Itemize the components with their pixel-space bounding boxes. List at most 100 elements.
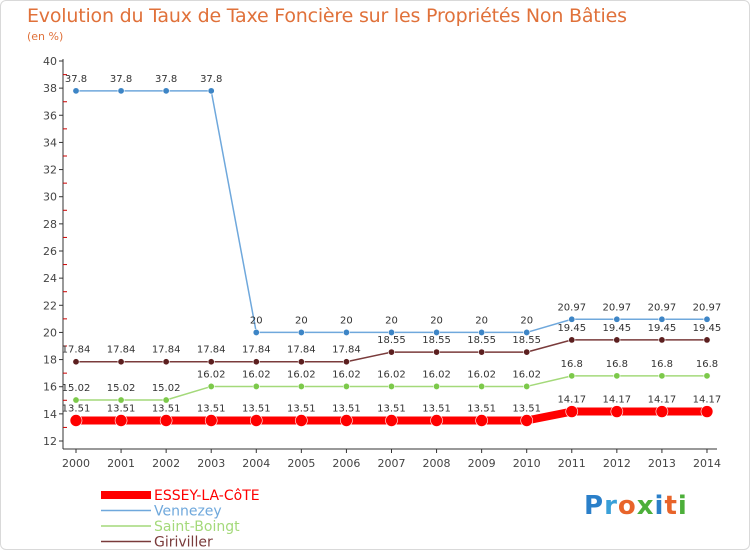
data-label: 15.02 (107, 383, 136, 394)
y-tick-label: 24 (43, 272, 57, 285)
data-label: 18.55 (422, 335, 451, 346)
data-point (430, 414, 443, 427)
x-tick-label: 2000 (62, 457, 90, 470)
proxiti-logo: Proxiti (584, 491, 688, 521)
data-point (568, 372, 576, 380)
data-point (520, 414, 534, 427)
logo-letter: o (617, 491, 637, 521)
x-tick-label: 2012 (603, 457, 631, 470)
y-tick-label: 34 (43, 136, 57, 149)
data-point (295, 414, 308, 427)
data-label: 37.8 (65, 74, 87, 85)
data-label: 20 (430, 315, 443, 326)
data-label: 13.51 (62, 404, 91, 415)
data-label: 18.55 (467, 335, 496, 346)
x-tick-label: 2014 (693, 457, 721, 470)
data-point (475, 414, 488, 427)
data-point (387, 348, 395, 356)
data-point (69, 414, 83, 427)
y-tick-label: 22 (43, 299, 57, 312)
data-label: 16.02 (197, 369, 226, 380)
data-point (204, 414, 218, 427)
data-label: 13.51 (197, 404, 226, 415)
series-line (75, 90, 708, 334)
data-label: 14.17 (648, 395, 677, 406)
data-label: 19.45 (693, 323, 722, 334)
chart-title: Evolution du Taux de Taxe Foncière sur l… (27, 5, 627, 27)
data-point (162, 396, 170, 404)
data-label: 37.8 (200, 74, 222, 85)
data-point (610, 405, 624, 418)
data-label: 20.97 (648, 302, 677, 313)
data-point (297, 358, 305, 366)
x-tick-label: 2009 (468, 457, 496, 470)
x-tick-label: 2011 (558, 457, 586, 470)
data-label: 20.97 (557, 302, 586, 313)
data-label: 19.45 (603, 323, 632, 334)
data-point (207, 358, 215, 366)
data-label: 17.84 (332, 345, 361, 356)
data-point (340, 414, 353, 427)
data-label: 20 (250, 315, 263, 326)
data-label: 17.84 (242, 345, 271, 356)
x-tick-label: 2003 (197, 457, 225, 470)
logo-letter: x (636, 491, 655, 521)
data-label: 16.02 (287, 369, 316, 380)
data-point (613, 315, 621, 323)
data-point (159, 414, 173, 427)
x-tick-label: 2006 (332, 457, 360, 470)
logo-letter: i (654, 491, 665, 521)
data-point (433, 328, 441, 336)
y-tick-label: 30 (43, 191, 57, 204)
data-label: 14.17 (603, 395, 632, 406)
data-label: 13.51 (512, 404, 541, 415)
data-label: 15.02 (152, 383, 181, 394)
data-point (655, 405, 669, 418)
data-label: 19.45 (648, 323, 677, 334)
data-point (207, 382, 215, 390)
data-label: 37.8 (110, 74, 132, 85)
data-label: 16.8 (696, 359, 718, 370)
data-label: 15.02 (62, 383, 91, 394)
x-tick-label: 2005 (287, 457, 315, 470)
data-label: 20 (340, 315, 353, 326)
data-point (252, 328, 260, 336)
data-label: 20.97 (603, 302, 632, 313)
data-point (613, 336, 621, 344)
data-label: 13.51 (332, 404, 361, 415)
data-point (433, 382, 441, 390)
data-point (342, 328, 350, 336)
data-label: 16.02 (422, 369, 451, 380)
data-label: 16.02 (377, 369, 406, 380)
data-point (568, 315, 576, 323)
y-tick-label: 36 (43, 109, 57, 122)
data-label: 37.8 (155, 74, 177, 85)
data-point (297, 382, 305, 390)
data-label: 14.17 (557, 395, 586, 406)
y-tick-label: 28 (43, 218, 57, 231)
x-tick-label: 2002 (152, 457, 180, 470)
data-label: 17.84 (197, 345, 226, 356)
y-tick-label: 40 (43, 55, 57, 68)
data-point (523, 382, 531, 390)
data-label: 16.8 (606, 359, 628, 370)
data-point (478, 328, 486, 336)
data-label: 17.84 (62, 345, 91, 356)
data-point (658, 372, 666, 380)
data-point (523, 348, 531, 356)
data-label: 18.55 (512, 335, 541, 346)
logo-letter: i (677, 491, 688, 521)
data-label: 20 (475, 315, 488, 326)
data-point (114, 414, 128, 427)
data-label: 17.84 (107, 345, 136, 356)
data-point (387, 328, 395, 336)
x-tick-label: 2008 (423, 457, 451, 470)
data-label: 17.84 (287, 345, 316, 356)
legend-label: Vennezey (154, 504, 222, 520)
legend-label: ESSEY-LA-CôTE (154, 488, 260, 504)
data-label: 16.02 (467, 369, 496, 380)
data-label: 13.51 (107, 404, 136, 415)
y-tick-label: 20 (43, 326, 57, 339)
data-label: 20 (295, 315, 308, 326)
